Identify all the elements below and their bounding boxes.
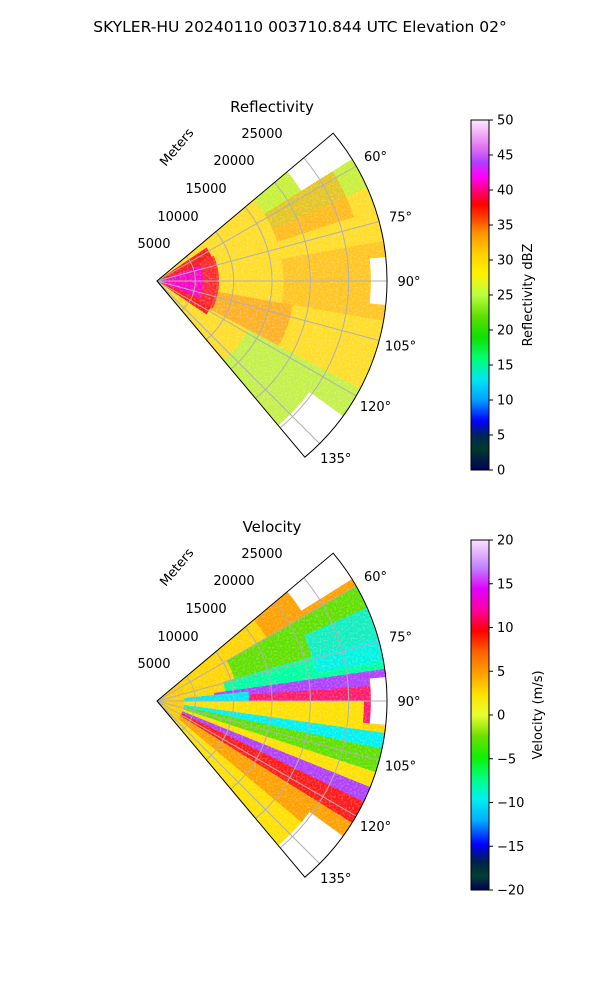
- velocity-colorbar: −20 −15 −10 −5 0 5 10 15 20 Velocity (m/s): [470, 534, 546, 899]
- reflectivity-range-label: Meters: [157, 126, 197, 170]
- range-tick-label: 5000: [137, 237, 170, 252]
- azimuth-tick-label: 105°: [385, 760, 416, 775]
- range-tick-label: 15000: [185, 602, 226, 617]
- azimuth-spoke: [156, 220, 380, 282]
- colorbar-tick-label: 30: [497, 254, 514, 269]
- reflectivity-colorbar: 0 5 10 15 20 25 30 35 40 45 50 Reflectivity dBZ: [470, 114, 536, 479]
- figure-title: SKYLER-HU 20240110 003710.844 UTC Elevat…: [93, 18, 507, 36]
- range-tick-label: 10000: [157, 210, 198, 225]
- colorbar-tick-label: 5: [497, 429, 505, 444]
- colorbar-tick-label: 10: [497, 621, 514, 636]
- azimuth-spoke: [156, 280, 357, 397]
- colorbar-tick-label: 20: [497, 324, 514, 339]
- range-ring: [205, 651, 235, 761]
- azimuth-tick-label: 75°: [389, 630, 412, 645]
- range-tick-label: 25000: [241, 127, 282, 142]
- velocity-colorbar-gradient: [470, 539, 490, 891]
- colorbar-tick-label: 5: [497, 665, 505, 680]
- azimuth-tick-label: 135°: [320, 452, 351, 467]
- range-tick-label: 20000: [213, 154, 254, 169]
- no-data-region: [278, 391, 347, 458]
- colorbar-tick-label: −15: [497, 840, 524, 855]
- reflectivity-colorbar-label: Reflectivity dBZ: [521, 244, 536, 347]
- velocity-colorbar-ticks: −20 −15 −10 −5 0 5 10 15 20: [489, 534, 524, 899]
- reflectivity-grid: [156, 157, 387, 444]
- range-ring: [279, 157, 350, 429]
- reflectivity-frame: [156, 132, 388, 458]
- range-ring: [255, 602, 311, 819]
- range-ring: [255, 182, 311, 399]
- colorbar-tick-label: 15: [497, 359, 514, 374]
- colorbar-tick-label: 45: [497, 149, 514, 164]
- range-tick-label: 25000: [241, 547, 282, 562]
- azimuth-tick-label: 60°: [364, 570, 387, 585]
- colorbar-tick-label: 0: [497, 709, 505, 724]
- colorbar-tick-label: −20: [497, 884, 524, 899]
- azimuth-spoke: [156, 280, 320, 444]
- azimuth-tick-label: 105°: [385, 340, 416, 355]
- colorbar-tick-label: 35: [497, 219, 514, 234]
- azimuth-tick-label: 120°: [360, 820, 391, 835]
- range-ring: [230, 206, 273, 370]
- azimuth-spoke: [156, 165, 357, 282]
- azimuth-tick-label: 135°: [320, 872, 351, 887]
- azimuth-spoke: [156, 640, 380, 702]
- reflectivity-panel: Reflectivity 5000 10000 15000 20000 25000 60…: [137, 98, 420, 467]
- range-ring: [230, 626, 273, 790]
- colorbar-tick-label: 0: [497, 464, 505, 479]
- velocity-range-ticks: 5000 10000 15000 20000 25000: [137, 547, 282, 672]
- azimuth-tick-label: 75°: [389, 210, 412, 225]
- wedge-frame: [156, 552, 388, 878]
- colorbar-tick-label: 10: [497, 394, 514, 409]
- velocity-panel: Velocity 5000 10000 15000 20000 25000 60° 75°…: [137, 518, 420, 887]
- velocity-range-label: Meters: [157, 546, 197, 590]
- reflectivity-colorbar-gradient: [470, 119, 490, 471]
- colorbar-tick-label: 15: [497, 577, 514, 592]
- azimuth-tick-label: 90°: [397, 695, 420, 710]
- reflectivity-azimuth-ticks: 60° 75° 90° 105° 120° 135°: [320, 150, 420, 467]
- colorbar-tick-label: 50: [497, 114, 514, 129]
- reflectivity-colorbar-ticks: 0 5 10 15 20 25 30 35 40 45 50: [489, 114, 514, 479]
- reflectivity-range-ticks: 5000 10000 15000 20000 25000: [137, 127, 282, 252]
- azimuth-spoke: [156, 700, 380, 762]
- range-tick-label: 10000: [157, 630, 198, 645]
- azimuth-spoke: [156, 585, 357, 702]
- no-data-region: [287, 133, 356, 191]
- velocity-title: Velocity: [243, 518, 302, 536]
- colorbar-tick-label: 25: [497, 289, 514, 304]
- reflectivity-title: Reflectivity: [230, 98, 314, 116]
- azimuth-tick-label: 60°: [364, 150, 387, 165]
- velocity-grid: [156, 577, 387, 864]
- range-tick-label: 5000: [137, 657, 170, 672]
- velocity-colorbar-label: Velocity (m/s): [531, 670, 546, 759]
- colorbar-tick-label: 40: [497, 184, 514, 199]
- azimuth-tick-label: 120°: [360, 400, 391, 415]
- no-data-region: [287, 553, 356, 611]
- azimuth-spoke: [156, 700, 357, 817]
- colorbar-tick-label: −10: [497, 796, 524, 811]
- no-data-region: [278, 811, 347, 878]
- range-tick-label: 15000: [185, 182, 226, 197]
- azimuth-spoke: [156, 700, 320, 864]
- range-ring: [205, 231, 235, 341]
- azimuth-spoke: [156, 280, 380, 342]
- wedge-frame: [156, 132, 388, 458]
- range-ring: [279, 577, 350, 849]
- range-tick-label: 20000: [213, 574, 254, 589]
- velocity-frame: [156, 552, 388, 878]
- colorbar-tick-label: 20: [497, 534, 514, 549]
- velocity-azimuth-ticks: 60° 75° 90° 105° 120° 135°: [320, 570, 420, 887]
- colorbar-tick-label: −5: [497, 752, 516, 767]
- azimuth-tick-label: 90°: [397, 275, 420, 290]
